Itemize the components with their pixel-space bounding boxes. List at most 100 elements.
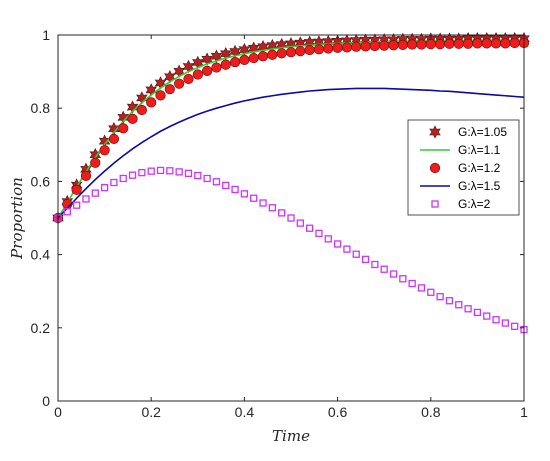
- plot-background: [58, 35, 524, 401]
- data-point: [323, 43, 334, 54]
- data-point: [445, 297, 454, 305]
- data-point: [136, 91, 148, 105]
- legend-marker: [429, 162, 441, 174]
- data-point: [324, 235, 332, 243]
- data-point: [110, 178, 118, 187]
- data-point: [118, 123, 129, 134]
- data-point: [341, 42, 353, 53]
- data-point: [343, 245, 351, 253]
- legend-box: [407, 119, 520, 216]
- data-point: [455, 301, 463, 309]
- plot-area: [58, 35, 524, 401]
- y-tick-label: 0.4: [31, 247, 51, 263]
- data-point: [511, 322, 519, 330]
- legend-entry: G:λ=1.2: [429, 161, 501, 175]
- data-point: [229, 56, 241, 68]
- data-point: [164, 84, 175, 95]
- series-4: [57, 87, 525, 219]
- data-point: [296, 219, 304, 227]
- x-tick-label: 1: [520, 404, 528, 420]
- data-point: [427, 288, 435, 296]
- ticks-layer: 0 0.2 0.4 0.6 0.8 1 0 0.2 0.4 0.6 0.8 1: [31, 27, 529, 420]
- data-point: [360, 41, 371, 52]
- data-point: [501, 319, 510, 327]
- data-point: [399, 275, 407, 283]
- legend-entry: G:λ=2: [431, 197, 491, 211]
- data-point: [416, 39, 427, 50]
- data-point: [425, 39, 436, 50]
- data-point: [285, 47, 297, 58]
- legend-entries: G:λ=1.05 G:λ=1.1 G:λ=1.2 G:λ=1.5 G:λ=2: [420, 125, 507, 211]
- data-point: [192, 69, 203, 80]
- data-point: [388, 40, 399, 51]
- data-point: [100, 183, 109, 192]
- data-point: [407, 39, 418, 50]
- axes-box: [57, 34, 525, 402]
- x-tick-label: 0.2: [141, 404, 161, 420]
- data-point: [202, 65, 213, 76]
- y-tick-label: 0.8: [31, 100, 51, 116]
- data-point: [361, 255, 370, 264]
- series-3: [52, 37, 530, 224]
- data-point: [239, 54, 250, 65]
- data-point: [212, 178, 221, 186]
- data-point: [509, 37, 520, 49]
- data-point: [295, 46, 306, 57]
- data-point: [147, 167, 155, 175]
- legend-entry: G:λ=1.5: [420, 179, 501, 193]
- data-point: [231, 185, 239, 194]
- x-axis-label: Time: [272, 427, 310, 445]
- legend-entry: G:λ=1.05: [429, 125, 507, 139]
- data-point: [119, 174, 127, 183]
- data-point: [220, 59, 231, 70]
- data-point: [138, 168, 146, 177]
- data-point: [248, 52, 259, 64]
- data-point: [417, 284, 426, 292]
- y-tick-label: 0: [42, 393, 50, 409]
- data-point: [453, 38, 464, 49]
- data-point: [305, 224, 314, 232]
- data-point: [80, 170, 92, 182]
- data-point: [222, 181, 230, 190]
- data-point: [183, 73, 194, 85]
- data-point: [184, 169, 193, 177]
- data-point: [351, 41, 362, 52]
- legend-label: G:λ=1.05: [458, 125, 507, 139]
- legend-entry: G:λ=1.1: [420, 143, 501, 157]
- data-point: [127, 113, 138, 124]
- data-point: [397, 39, 408, 50]
- y-tick-label: 1: [42, 27, 50, 43]
- data-point: [201, 52, 213, 66]
- data-point: [473, 308, 482, 317]
- data-point: [369, 40, 380, 52]
- x-tick-label: 0: [54, 404, 62, 420]
- data-point: [500, 38, 511, 49]
- data-point: [332, 42, 343, 53]
- data-point: [268, 204, 277, 212]
- data-point: [91, 189, 99, 197]
- legend-label: G:λ=1.5: [458, 179, 501, 193]
- data-point: [82, 195, 90, 203]
- data-point: [333, 240, 342, 248]
- data-point: [72, 201, 81, 209]
- data-point: [472, 38, 483, 49]
- data-point: [175, 168, 183, 176]
- legend-marker: [429, 125, 441, 139]
- data-point: [156, 166, 165, 175]
- data-point: [108, 133, 120, 145]
- data-point: [203, 174, 211, 183]
- data-point: [259, 199, 267, 207]
- series-layer: [52, 31, 530, 334]
- axes-layer: [57, 34, 525, 402]
- data-point: [490, 38, 502, 49]
- x-tick-label: 0.6: [328, 404, 348, 420]
- data-point: [257, 51, 269, 62]
- legend-label: G:λ=1.1: [458, 143, 501, 157]
- data-point: [192, 55, 204, 70]
- data-point: [71, 184, 82, 195]
- legend-symbol: [429, 162, 441, 174]
- data-point: [371, 260, 379, 269]
- x-tick-label: 0.4: [235, 404, 255, 420]
- data-point: [481, 38, 492, 49]
